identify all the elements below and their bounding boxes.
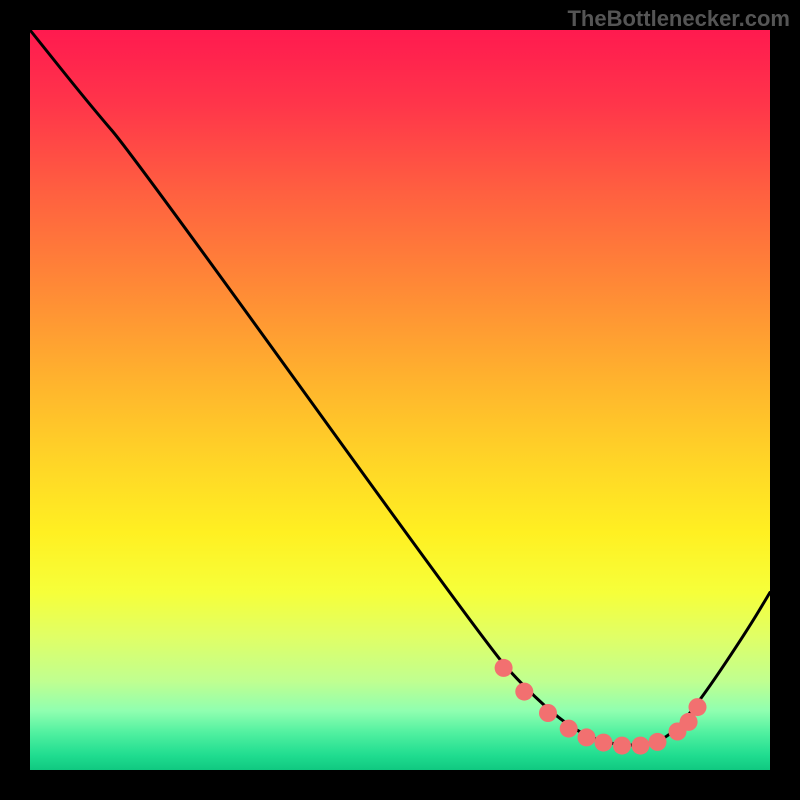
chart-container: TheBottlenecker.com	[0, 0, 800, 800]
gradient-plot-area	[30, 30, 770, 770]
valley-marker-dot	[515, 683, 533, 701]
valley-marker-dot	[632, 737, 650, 755]
chart-svg	[0, 0, 800, 800]
valley-marker-dot	[539, 704, 557, 722]
valley-marker-dot	[578, 728, 596, 746]
valley-marker-dot	[495, 659, 513, 677]
valley-marker-dot	[595, 734, 613, 752]
valley-marker-dot	[689, 698, 707, 716]
watermark-text: TheBottlenecker.com	[567, 6, 790, 32]
valley-marker-dot	[613, 737, 631, 755]
valley-marker-dot	[560, 720, 578, 738]
valley-marker-dot	[649, 733, 667, 751]
